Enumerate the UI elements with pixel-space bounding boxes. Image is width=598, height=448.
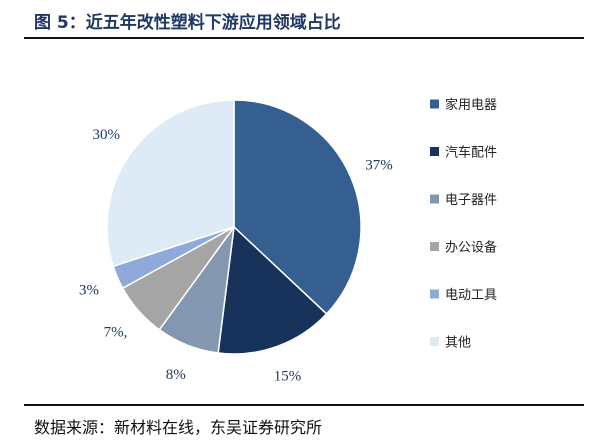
legend-label-4: 办公设备 [445,240,497,256]
data-label-6: 30% [92,127,120,143]
figure-title: 图 5：近五年改性塑料下游应用领域占比 [34,13,341,33]
pie-data-labels: 37% 15% 8% 7%, 3% 30% [79,127,393,385]
data-label-4: 7%, [104,325,128,341]
legend-swatch-4 [430,242,439,251]
data-label-2: 15% [274,369,302,385]
data-label-1: 37% [365,157,393,173]
pie-slice-6 [106,99,235,268]
top-rule [24,37,584,39]
data-label-3: 8% [166,367,186,383]
legend-swatch-2 [430,147,439,156]
legend-label-5: 电动工具 [445,288,497,303]
legend-label-2: 汽车配件 [445,145,497,161]
legend-swatch-1 [430,99,439,109]
legend-label-1: 家用电器 [445,97,497,113]
pie-slices [106,99,362,355]
legend-swatch-6 [430,337,439,346]
data-label-5: 3% [79,283,99,299]
legend-swatch-3 [430,194,439,204]
bottom-rule [24,404,584,406]
legend-label-6: 其他 [445,336,471,351]
pie-slice-1 [233,99,362,315]
source-note: 数据来源：新材料在线，东吴证券研究所 [34,418,323,437]
pie-slice-2 [217,225,328,355]
legend-swatch-5 [430,289,439,299]
legend-label-3: 电子器件 [445,193,497,208]
